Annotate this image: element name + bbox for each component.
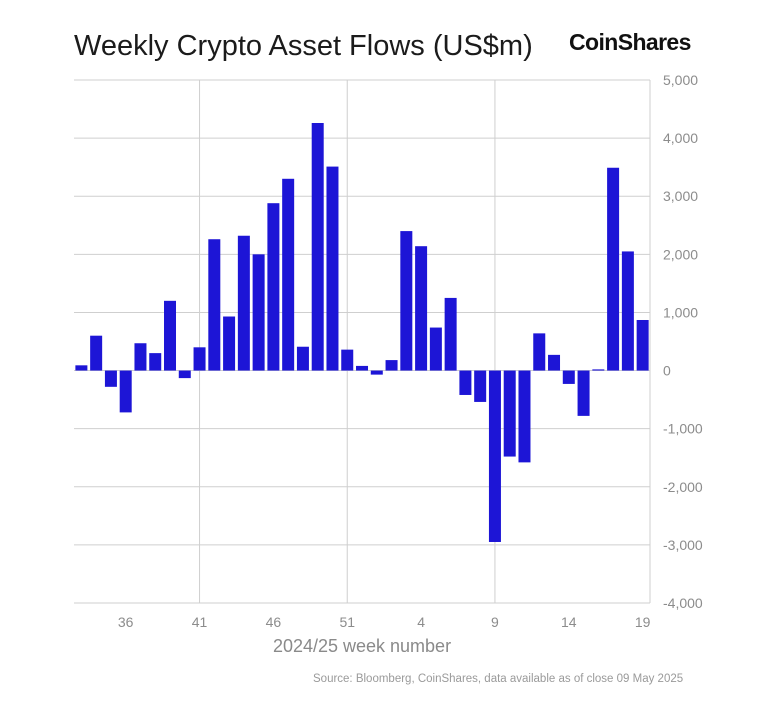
bar bbox=[385, 360, 398, 371]
bar bbox=[223, 316, 236, 371]
bar bbox=[311, 123, 324, 371]
bar bbox=[607, 167, 620, 371]
bar bbox=[562, 370, 575, 384]
y-tick-label: 0 bbox=[663, 363, 671, 379]
bar bbox=[592, 369, 605, 371]
bar bbox=[577, 370, 590, 416]
y-axis-ticks: 5,000 4,000 3,000 2,000 1,000 0 -1,000 -2,000 -3… bbox=[663, 72, 703, 611]
bar bbox=[149, 353, 162, 371]
bar bbox=[282, 178, 295, 371]
bar bbox=[429, 327, 442, 371]
bar bbox=[296, 346, 309, 371]
bar bbox=[621, 251, 634, 371]
y-tick-label: -3,000 bbox=[663, 537, 703, 553]
gridlines bbox=[74, 79, 651, 604]
y-tick-label: -4,000 bbox=[663, 595, 703, 611]
x-axis-ticks: 36 41 46 51 4 9 14 19 bbox=[118, 614, 651, 630]
bar bbox=[488, 370, 501, 542]
x-tick-label: 4 bbox=[417, 614, 425, 630]
x-tick-label: 36 bbox=[118, 614, 134, 630]
chart-title: Weekly Crypto Asset Flows (US$m) bbox=[74, 30, 533, 62]
bar bbox=[134, 343, 147, 371]
y-tick-label: -2,000 bbox=[663, 479, 703, 495]
bar bbox=[164, 300, 177, 371]
bar bbox=[119, 370, 132, 413]
bar bbox=[75, 365, 88, 371]
bar bbox=[459, 370, 472, 395]
bar bbox=[356, 365, 369, 371]
x-tick-label: 19 bbox=[635, 614, 651, 630]
bar bbox=[326, 166, 339, 371]
y-tick-label: 1,000 bbox=[663, 304, 698, 320]
bar bbox=[533, 333, 546, 371]
bar bbox=[503, 370, 516, 457]
x-tick-label: 9 bbox=[491, 614, 499, 630]
source-note: Source: Bloomberg, CoinShares, data avai… bbox=[313, 673, 684, 685]
bar bbox=[518, 370, 531, 463]
bar bbox=[252, 254, 265, 371]
bar bbox=[415, 246, 428, 371]
bars bbox=[75, 123, 649, 542]
y-tick-label: 3,000 bbox=[663, 188, 698, 204]
bar bbox=[474, 370, 487, 402]
x-tick-label: 41 bbox=[192, 614, 208, 630]
bar bbox=[636, 319, 649, 371]
bar bbox=[444, 297, 457, 371]
y-tick-label: -1,000 bbox=[663, 421, 703, 437]
x-tick-label: 51 bbox=[339, 614, 355, 630]
bar bbox=[370, 370, 383, 375]
x-tick-label: 14 bbox=[561, 614, 577, 630]
y-tick-label: 4,000 bbox=[663, 130, 698, 146]
bar bbox=[400, 231, 413, 371]
bar bbox=[341, 349, 354, 371]
bar bbox=[208, 239, 221, 371]
x-axis-label: 2024/25 week number bbox=[273, 636, 451, 656]
bar bbox=[178, 370, 191, 379]
y-tick-label: 2,000 bbox=[663, 246, 698, 262]
bar bbox=[237, 235, 250, 371]
bar bbox=[193, 347, 206, 371]
coinshares-logo: CoinShares bbox=[569, 29, 691, 55]
bar bbox=[548, 354, 561, 371]
bar bbox=[267, 203, 280, 371]
bar bbox=[90, 335, 103, 371]
bar bbox=[104, 370, 117, 387]
y-tick-label: 5,000 bbox=[663, 72, 698, 88]
x-tick-label: 46 bbox=[266, 614, 282, 630]
